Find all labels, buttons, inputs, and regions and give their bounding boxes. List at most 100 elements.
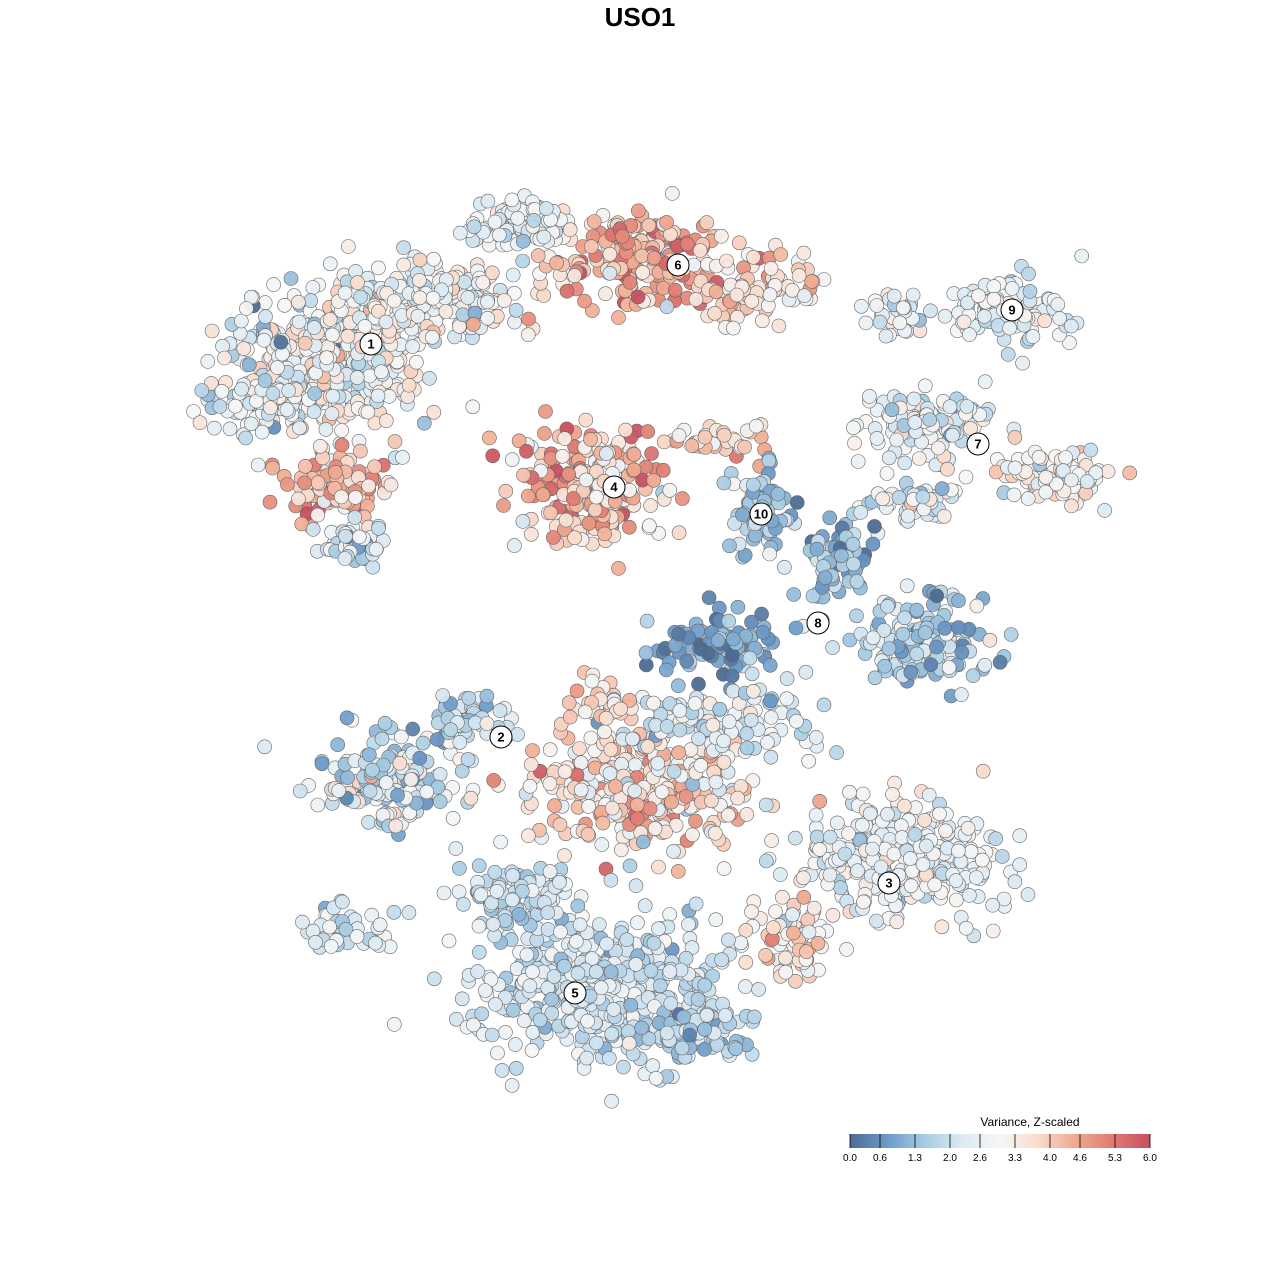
scatter-point-2002	[936, 508, 952, 524]
scatter-point-2636	[739, 807, 755, 822]
scatter-point-924	[577, 293, 592, 309]
scatter-point-2520	[461, 690, 477, 706]
scatter-point-482	[270, 360, 285, 375]
scatter-point-1807	[977, 374, 993, 390]
scatter-point-3386	[829, 815, 845, 831]
scatter-point-1668	[1052, 311, 1067, 326]
scatter-point-388	[291, 294, 306, 310]
scatter-point-1873	[869, 431, 885, 446]
scatter-point-3022	[808, 730, 824, 745]
scatter-point-2954	[798, 664, 814, 680]
scatter-point-3777	[454, 991, 470, 1007]
scatter-point-3886	[524, 1043, 540, 1058]
legend-tick-label: 4.0	[1043, 1153, 1057, 1164]
scatter-point-3421	[778, 950, 793, 966]
scatter-point-368	[422, 371, 437, 386]
scatter-point-3908	[588, 964, 604, 980]
scatter-point-3487	[604, 1093, 619, 1109]
scatter-point-2849	[671, 745, 686, 761]
scatter-point-2132	[954, 644, 970, 660]
scatter-point-2312	[755, 624, 771, 640]
scatter-point-1253	[491, 227, 507, 243]
scatter-point-1526	[671, 428, 687, 443]
scatter-point-3592	[721, 932, 736, 948]
scatter-point-1735	[872, 314, 888, 330]
cluster-label-text: 7	[974, 437, 981, 452]
scatter-point-3915	[697, 977, 713, 993]
scatter-point-1084	[549, 255, 564, 271]
scatter-point-255	[186, 404, 201, 419]
scatter-point-2488	[390, 787, 405, 803]
scatter-point-828	[521, 311, 536, 327]
scatter-point-2584	[308, 934, 323, 950]
scatter-point-2121	[877, 658, 893, 674]
scatter-point-3916	[643, 963, 659, 979]
scatter-point-1279	[611, 561, 626, 576]
scatter-point-2582	[323, 939, 339, 954]
cluster-label-1: 1	[359, 332, 383, 356]
scatter-point-2424	[310, 797, 326, 813]
scatter-point-2885	[552, 817, 568, 833]
scatter-point-3283	[885, 787, 900, 802]
scatter-point-3024	[745, 683, 761, 699]
scatter-point-769	[371, 303, 386, 319]
scatter-point-375	[349, 370, 365, 385]
scatter-point-3700	[471, 944, 487, 960]
scatter-point-1003	[664, 186, 680, 201]
scatter-point-598	[367, 459, 382, 475]
scatter-point-2538	[443, 722, 459, 738]
scatter-point-2662	[594, 837, 610, 852]
scatter-point-1446	[640, 424, 656, 439]
scatter-point-866	[412, 252, 428, 268]
scatter-point-1709	[1064, 318, 1079, 334]
scatter-point-1607	[770, 486, 786, 502]
scatter-point-1136	[771, 318, 787, 334]
scatter-point-588	[280, 477, 295, 492]
scatter-point-3884	[603, 964, 619, 980]
scatter-point-3314	[921, 787, 937, 803]
scatter-point-2678	[463, 790, 479, 806]
scatter-point-2149	[929, 588, 945, 604]
scatter-point-4073	[728, 1041, 744, 1057]
scatter-point-2226	[833, 548, 849, 564]
scatter-point-2294	[744, 666, 760, 682]
scatter-point-2581	[349, 929, 365, 944]
scatter-point-2283	[724, 668, 740, 684]
scatter-point-2202	[853, 505, 869, 520]
scatter-point-3871	[466, 1017, 481, 1033]
scatter-point-3904	[572, 917, 588, 933]
scatter-point-1994	[900, 508, 916, 524]
scatter-point-2909	[479, 716, 495, 731]
scatter-point-1412	[581, 515, 597, 531]
scatter-point-297	[378, 413, 394, 429]
scatter-point-1093	[602, 265, 618, 281]
scatter-point-3068	[562, 709, 578, 725]
scatter-point-3917	[470, 964, 485, 979]
scatter-point-619	[333, 489, 349, 505]
scatter-point-2856	[525, 743, 540, 758]
legend-tick-label: 0.0	[843, 1153, 857, 1164]
scatter-point-1424	[504, 452, 520, 467]
legend-tick-label: 1.3	[908, 1153, 922, 1164]
scatter-point-1079	[630, 289, 646, 305]
scatter-point-1699	[1004, 281, 1020, 296]
scatter-point-1876	[889, 432, 905, 448]
scatter-point-3214	[758, 797, 774, 813]
scatter-point-2196	[867, 519, 882, 534]
scatter-point-287	[409, 354, 424, 370]
scatter-point-609	[353, 443, 368, 459]
scatter-point-840	[475, 275, 491, 290]
scatter-point-507	[257, 373, 273, 388]
scatter-point-1953	[1038, 469, 1054, 485]
scatter-point-1155	[744, 293, 760, 309]
scatter-point-2317	[693, 641, 709, 657]
scatter-point-1152	[773, 247, 789, 262]
scatter-point-172	[387, 434, 403, 449]
scatter-point-1871	[850, 454, 866, 469]
scatter-point-1168	[791, 268, 807, 283]
scatter-point-502	[200, 354, 216, 369]
scatter-point-613	[361, 478, 376, 494]
scatter-point-1302	[644, 446, 659, 461]
scatter-point-1098	[559, 283, 575, 299]
